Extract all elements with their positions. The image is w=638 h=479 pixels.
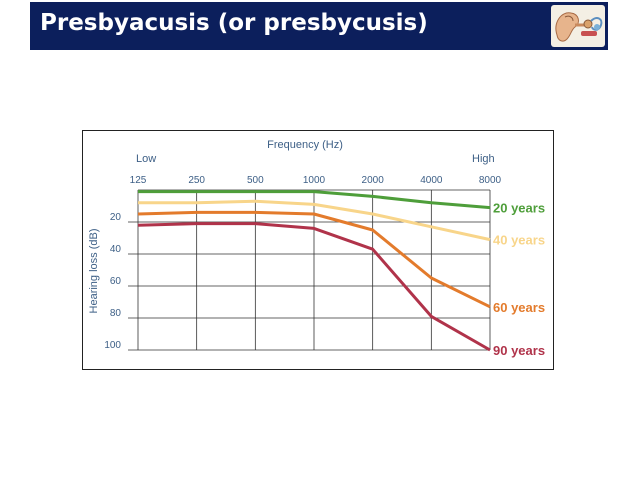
title-bar: Presbyacusis (or presbycusis) xyxy=(30,2,608,50)
series-label: 20 years xyxy=(493,201,545,216)
x-low-label: Low xyxy=(136,153,156,165)
series-line xyxy=(138,190,491,210)
slide-title: Presbyacusis (or presbycusis) xyxy=(40,10,428,36)
y-tick-label: 60 xyxy=(110,276,122,287)
grid xyxy=(128,189,491,351)
series-label: 90 years xyxy=(493,343,545,358)
x-tick-label: 2000 xyxy=(362,175,385,186)
x-tick-label: 125 xyxy=(130,175,147,186)
y-tick-label: 20 xyxy=(110,212,122,223)
y-tick-label: 100 xyxy=(104,340,121,351)
y-tick-label: 80 xyxy=(110,308,122,319)
x-tick-label: 8000 xyxy=(479,175,502,186)
series-line xyxy=(137,222,491,352)
y-axis-title: Hearing loss (dB) xyxy=(88,229,100,314)
series-line xyxy=(137,210,491,309)
chart-frame: Frequency (Hz) Low High Hearing loss (dB… xyxy=(82,130,554,370)
x-axis-title: Frequency (Hz) xyxy=(267,139,343,151)
series-labels: 20 years 40 years 60 years 90 years xyxy=(493,201,545,358)
series-label: 60 years xyxy=(493,300,545,315)
x-tick-label: 500 xyxy=(247,175,264,186)
x-tick-label: 4000 xyxy=(420,175,443,186)
series-line xyxy=(138,199,491,242)
series-lines xyxy=(137,190,491,352)
y-tick-labels: 20 40 60 80 100 xyxy=(104,212,121,351)
x-tick-label: 1000 xyxy=(303,175,326,186)
hearing-loss-chart: Frequency (Hz) Low High Hearing loss (dB… xyxy=(88,139,545,358)
y-tick-label: 40 xyxy=(110,244,122,255)
series-label: 40 years xyxy=(493,233,545,248)
x-tick-labels: 125 250 500 1000 2000 4000 8000 xyxy=(130,175,502,186)
ear-anatomy-icon xyxy=(551,5,605,47)
x-high-label: High xyxy=(472,153,495,165)
x-tick-label: 250 xyxy=(188,175,205,186)
